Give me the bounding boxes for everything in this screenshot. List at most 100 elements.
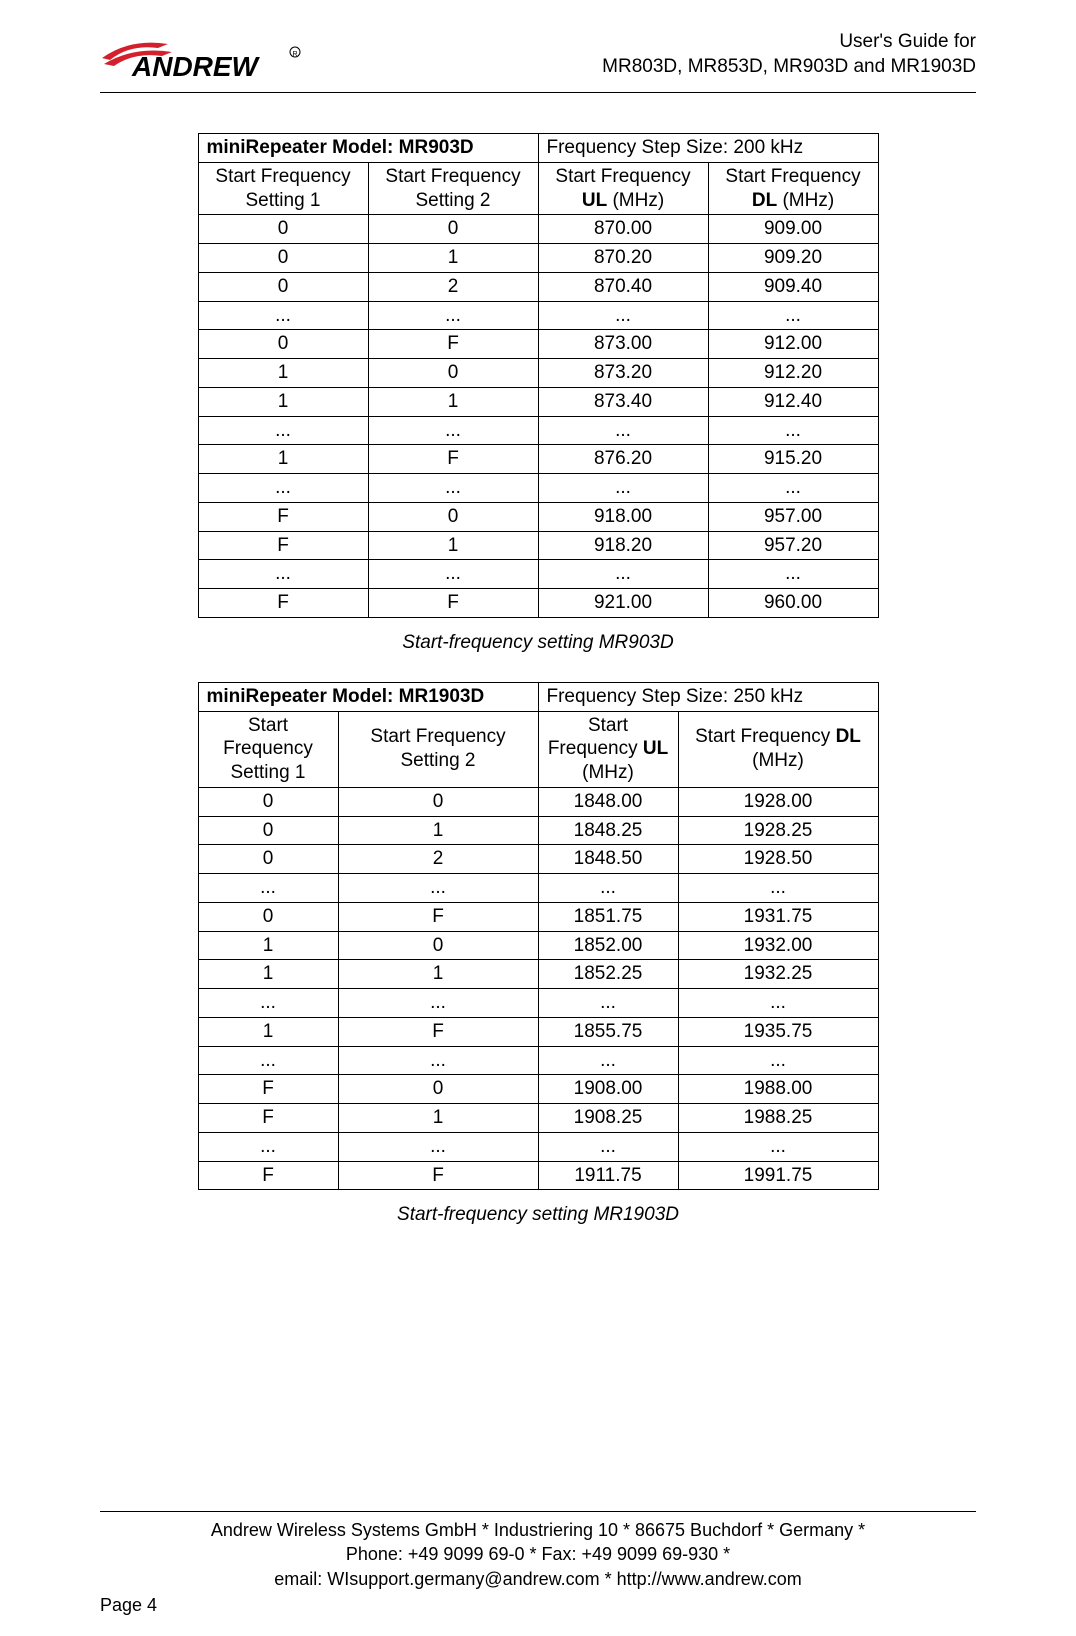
table-cell: 1928.00: [678, 787, 878, 816]
table-cell: 1848.25: [538, 816, 678, 845]
table-cell: F: [368, 445, 538, 474]
table-row: 0F1851.751931.75: [198, 902, 878, 931]
header-line1: User's Guide for: [839, 31, 976, 52]
table-cell: 0: [368, 502, 538, 531]
table-cell: 1852.00: [538, 931, 678, 960]
table-cell: 1852.25: [538, 960, 678, 989]
table-row: FF1911.751991.75: [198, 1161, 878, 1190]
table-cell: ...: [338, 989, 538, 1018]
table-cell: 873.40: [538, 387, 708, 416]
table-row: F01908.001988.00: [198, 1075, 878, 1104]
table-cell: F: [338, 902, 538, 931]
table-cell: 1855.75: [538, 1017, 678, 1046]
table-cell: 957.00: [708, 502, 878, 531]
table-cell: 0: [198, 787, 338, 816]
header-title: User's Guide for MR803D, MR853D, MR903D …: [602, 30, 976, 79]
table-cell: ...: [368, 301, 538, 330]
table-cell: 1851.75: [538, 902, 678, 931]
table-cell: ...: [198, 989, 338, 1018]
table-cell: 960.00: [708, 589, 878, 618]
table-cell: F: [338, 1161, 538, 1190]
col-header-setting2: Start Frequency Setting 2: [368, 162, 538, 215]
page: ANDREW R User's Guide for MR803D, MR853D…: [0, 0, 1076, 1636]
table-cell: 1: [368, 244, 538, 273]
header-line2: MR803D, MR853D, MR903D and MR1903D: [602, 56, 976, 77]
table-cell: F: [198, 1104, 338, 1133]
table-cell: F: [338, 1017, 538, 1046]
table-cell: 2: [368, 272, 538, 301]
table-row: 111852.251932.25: [198, 960, 878, 989]
table-cell: ...: [538, 416, 708, 445]
table-cell: 0: [368, 359, 538, 388]
table-cell: ...: [338, 874, 538, 903]
table-cell: 2: [338, 845, 538, 874]
table-cell: ...: [368, 560, 538, 589]
table-row: 101852.001932.00: [198, 931, 878, 960]
table-cell: F: [368, 330, 538, 359]
table-cell: ...: [678, 874, 878, 903]
table-cell: 1: [368, 387, 538, 416]
table-row: 0F873.00912.00: [198, 330, 878, 359]
table-row: 1F1855.751935.75: [198, 1017, 878, 1046]
table-row: 00870.00909.00: [198, 215, 878, 244]
table-cell: 1991.75: [678, 1161, 878, 1190]
table-cell: 912.20: [708, 359, 878, 388]
table-cell: 1988.00: [678, 1075, 878, 1104]
freq-table-mr1903d: miniRepeater Model: MR1903DFrequency Ste…: [198, 682, 879, 1191]
table-cell: 909.00: [708, 215, 878, 244]
table-cell: 0: [198, 902, 338, 931]
table-cell: 873.00: [538, 330, 708, 359]
table-cell: 1: [368, 531, 538, 560]
table-cell: 909.20: [708, 244, 878, 273]
step-size-label: Frequency Step Size: 250 kHz: [538, 682, 878, 711]
table-cell: 1: [198, 387, 368, 416]
table-cell: 918.00: [538, 502, 708, 531]
table-cell: 1: [338, 1104, 538, 1133]
table-row: F11908.251988.25: [198, 1104, 878, 1133]
table-cell: 1988.25: [678, 1104, 878, 1133]
table-cell: 918.20: [538, 531, 708, 560]
table-cell: 0: [368, 215, 538, 244]
table-cell: ...: [538, 560, 708, 589]
table-cell: 1848.00: [538, 787, 678, 816]
table-cell: ...: [538, 874, 678, 903]
table-cell: ...: [678, 1132, 878, 1161]
table-row: 001848.001928.00: [198, 787, 878, 816]
table-cell: ...: [368, 474, 538, 503]
table-cell: 0: [198, 330, 368, 359]
table-cell: F: [198, 589, 368, 618]
table-row: 1F876.20915.20: [198, 445, 878, 474]
freq-table-mr903d: miniRepeater Model: MR903DFrequency Step…: [198, 133, 879, 618]
table-cell: ...: [538, 989, 678, 1018]
table-row: 021848.501928.50: [198, 845, 878, 874]
table-cell: 957.20: [708, 531, 878, 560]
table-cell: 1908.00: [538, 1075, 678, 1104]
table-cell: 0: [338, 1075, 538, 1104]
table-cell: ...: [678, 989, 878, 1018]
table-cell: F: [198, 1075, 338, 1104]
caption-mr1903d: Start-frequency setting MR1903D: [100, 1204, 976, 1226]
caption-mr903d: Start-frequency setting MR903D: [100, 632, 976, 654]
table-row: ............: [198, 1046, 878, 1075]
table-cell: ...: [678, 1046, 878, 1075]
table-cell: 1931.75: [678, 902, 878, 931]
table-cell: F: [198, 1161, 338, 1190]
table-cell: ...: [538, 301, 708, 330]
table-row: 02870.40909.40: [198, 272, 878, 301]
table-row: F0918.00957.00: [198, 502, 878, 531]
footer-line3: email: WIsupport.germany@andrew.com * ht…: [274, 1569, 801, 1589]
table-cell: ...: [538, 1132, 678, 1161]
table-cell: 1: [198, 445, 368, 474]
table-cell: 0: [198, 272, 368, 301]
table-cell: ...: [708, 301, 878, 330]
table-cell: ...: [198, 560, 368, 589]
col-header-ul: Start Frequency UL (MHz): [538, 711, 678, 787]
table-row: 01870.20909.20: [198, 244, 878, 273]
table-row: ............: [198, 474, 878, 503]
model-label: miniRepeater Model: MR903D: [198, 134, 538, 163]
table-row: 011848.251928.25: [198, 816, 878, 845]
header-row: ANDREW R User's Guide for MR803D, MR853D…: [100, 30, 976, 84]
table-cell: 870.00: [538, 215, 708, 244]
table-cell: 0: [198, 215, 368, 244]
table-cell: 0: [338, 787, 538, 816]
